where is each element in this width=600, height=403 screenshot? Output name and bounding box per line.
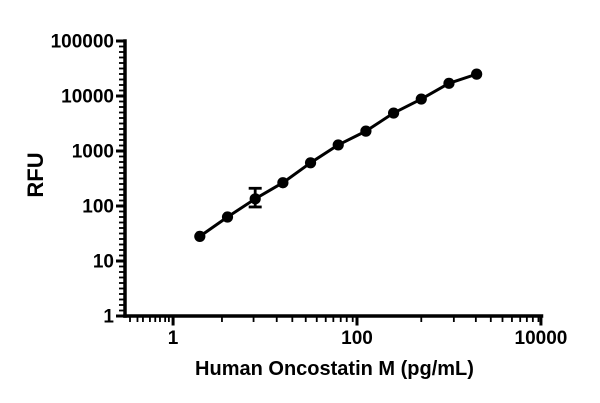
x-axis-title: Human Oncostatin M (pg/mL) [195, 358, 474, 380]
data-point-marker [249, 193, 261, 205]
y-tick-label-100: 100 [82, 197, 114, 218]
data-point-marker [388, 107, 400, 119]
y-tick-label-10: 10 [93, 252, 114, 273]
data-point-marker [277, 177, 289, 189]
data-point-marker [221, 211, 234, 223]
x-tick-label-100: 100 [341, 328, 373, 349]
data-point-marker [415, 93, 427, 105]
curve-line [198, 72, 478, 238]
data-point-marker [194, 230, 206, 243]
y-axis-title: RFU [23, 152, 48, 198]
data-point-marker [360, 125, 372, 137]
data-point-marker [304, 157, 317, 169]
x-tick-label-10000: 10000 [515, 328, 568, 349]
data-point-marker [443, 77, 455, 89]
data-point-marker [471, 68, 483, 80]
x-tick-label-1: 1 [168, 328, 179, 349]
y-tick-label-1: 1 [103, 307, 114, 328]
y-tick-label-10000: 10000 [61, 87, 114, 108]
y-tick-label-100000: 100000 [51, 32, 114, 53]
y-tick-label-1000: 1000 [72, 142, 114, 163]
data-point-marker [332, 139, 344, 151]
